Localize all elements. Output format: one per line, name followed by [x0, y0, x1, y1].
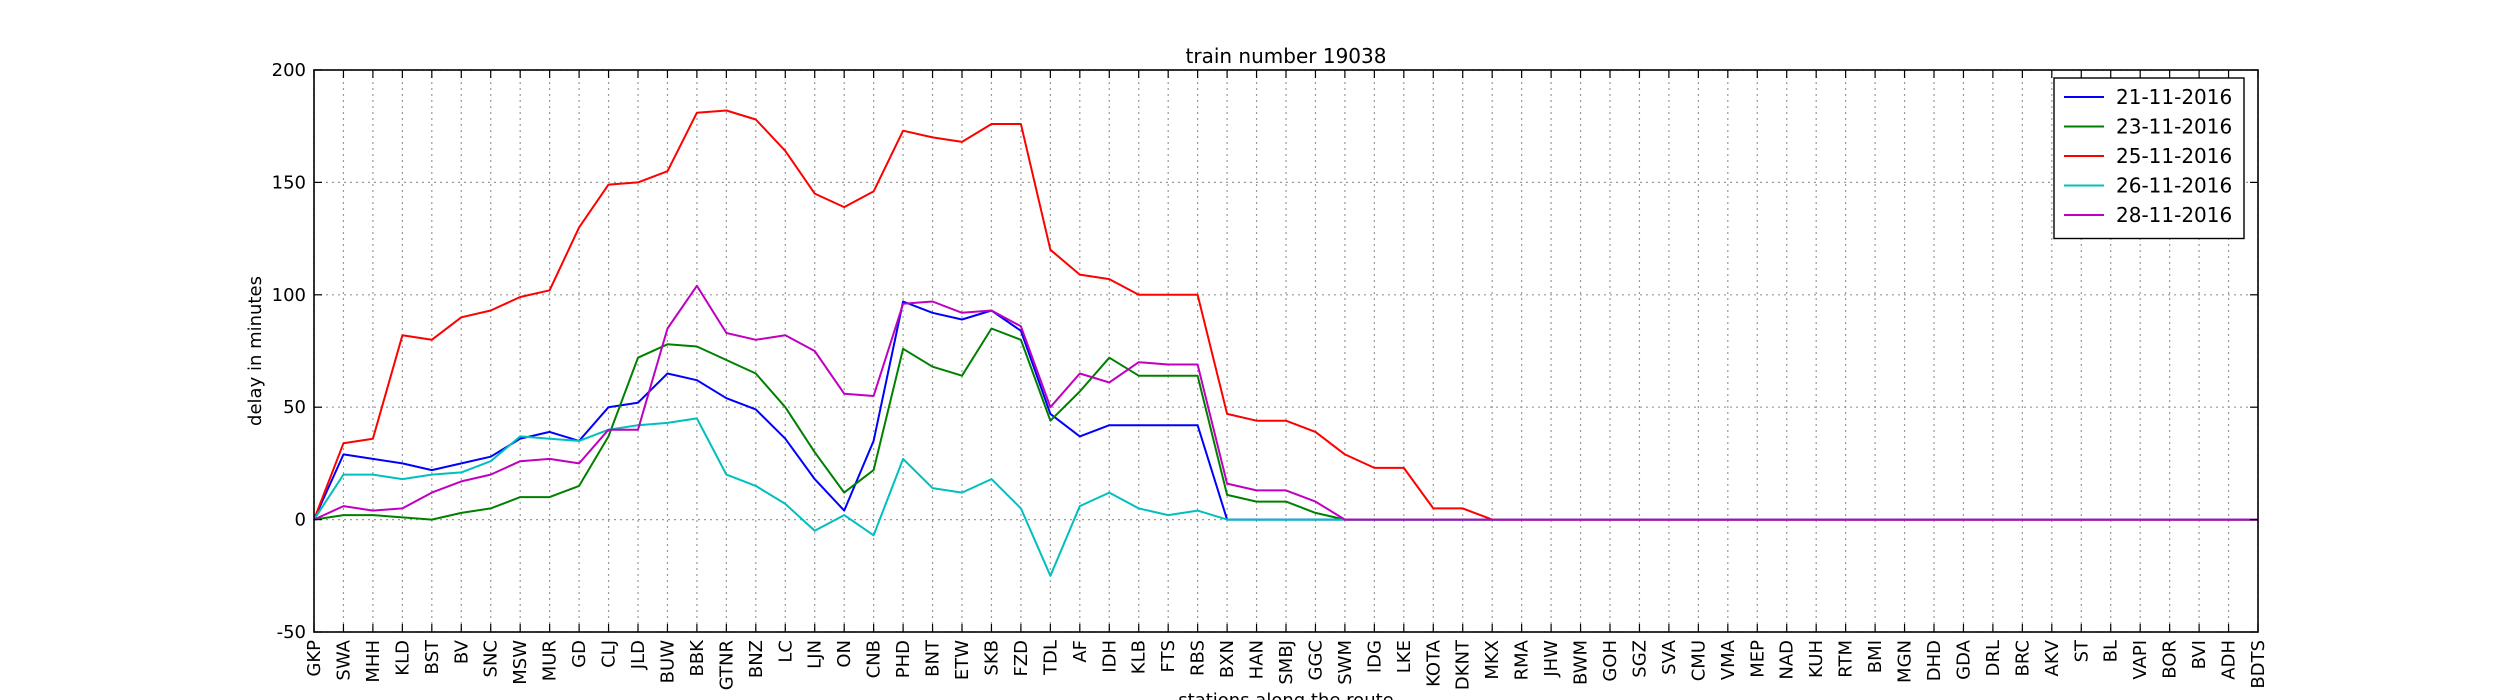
y-axis-ticks: -50 0 50 100 150 200	[272, 60, 2258, 643]
x-tick-label: RMA	[1512, 639, 1533, 680]
x-tick-label: GDA	[1953, 639, 1974, 679]
x-tick-label: RBS	[1188, 640, 1209, 676]
x-tick-label: MHH	[363, 640, 384, 683]
x-tick-label: DKNT	[1453, 639, 1474, 690]
y-tick-label: -50	[277, 622, 306, 643]
x-tick-label: KOTA	[1423, 639, 1444, 687]
legend: 21-11-2016 23-11-2016 25-11-2016 26-11-2016…	[2053, 77, 2245, 240]
legend-label: 21-11-2016	[2116, 85, 2232, 109]
y-axis-title: delay in minutes	[245, 276, 266, 426]
x-tick-label: ETW	[952, 640, 973, 680]
legend-label: 26-11-2016	[2116, 174, 2232, 198]
x-tick-label: MSW	[510, 640, 531, 685]
x-tick-label: GTNR	[716, 640, 737, 690]
series-lines	[313, 109, 2258, 577]
x-tick-label: IDG	[1364, 640, 1385, 673]
legend-label: 25-11-2016	[2116, 144, 2232, 168]
legend-label: 23-11-2016	[2116, 115, 2232, 139]
x-tick-label: CLJ	[599, 640, 620, 668]
x-tick-label: JHW	[1541, 640, 1562, 678]
y-tick-label: 100	[272, 285, 306, 306]
x-tick-label: AKV	[2042, 639, 2063, 676]
x-tick-label: BL	[2101, 640, 2122, 662]
x-tick-label: CMU	[1688, 640, 1709, 681]
y-tick-label: 50	[283, 397, 306, 418]
x-tick-label: BMI	[1865, 640, 1886, 673]
x-tick-label: RTM	[1836, 640, 1857, 678]
x-tick-label: LC	[775, 640, 796, 663]
x-tick-label: BUW	[657, 640, 678, 684]
legend-label: 28-11-2016	[2116, 203, 2232, 227]
x-tick-label: BDTS	[2248, 640, 2269, 689]
x-tick-label: ST	[2071, 639, 2092, 662]
x-tick-label: TDL	[1040, 640, 1061, 676]
series-line-25-11-2016	[313, 109, 2258, 521]
x-tick-label: VAPI	[2130, 640, 2151, 680]
x-tick-label: BXN	[1217, 640, 1238, 678]
x-tick-label: HAN	[1247, 640, 1268, 679]
grid	[313, 69, 2259, 633]
chart-title: train number 19038	[1186, 44, 1387, 68]
x-tick-label: CNB	[864, 640, 885, 678]
x-tick-label: SVA	[1659, 639, 1680, 675]
y-tick-label: 150	[272, 172, 306, 193]
x-tick-label: BNZ	[746, 640, 767, 678]
x-tick-label: GKP	[304, 640, 325, 677]
x-tick-label: BRC	[2012, 640, 2033, 677]
x-tick-label: BST	[422, 639, 443, 674]
x-tick-label: SGZ	[1629, 640, 1650, 678]
x-tick-label: DRL	[1983, 640, 2004, 676]
legend-box	[2053, 77, 2245, 240]
x-tick-label: FTS	[1158, 640, 1179, 672]
x-tick-label: BWM	[1571, 640, 1592, 685]
x-tick-label: BNT	[923, 639, 944, 677]
x-tick-label: LJN	[805, 640, 826, 669]
x-tick-label: MKX	[1482, 640, 1503, 680]
x-tick-label: NAD	[1777, 640, 1798, 680]
x-tick-label: JLD	[628, 640, 649, 670]
x-tick-label: ADH	[2219, 640, 2240, 680]
x-tick-label: MUR	[540, 640, 561, 681]
x-tick-label: SKB	[981, 640, 1002, 676]
x-tick-label: GGC	[1305, 640, 1326, 680]
x-tick-label: MEP	[1747, 640, 1768, 678]
x-tick-label: BOR	[2160, 640, 2181, 679]
x-tick-label: VMA	[1718, 639, 1739, 680]
x-tick-label: BV	[451, 639, 472, 664]
x-tick-label: PHD	[893, 640, 914, 678]
x-tick-label: SMBJ	[1276, 640, 1297, 685]
x-tick-label: GD	[569, 640, 590, 668]
x-tick-label: SWA	[333, 639, 354, 680]
x-tick-label: DHD	[1924, 640, 1945, 681]
x-axis-ticks: GKP SWA MHH KLD BST BV SNC MSW MUR GD CLJ JLD BUW BBK…	[304, 70, 2269, 690]
x-tick-label: BBK	[687, 639, 708, 677]
x-tick-label: KUH	[1806, 640, 1827, 678]
x-tick-label: AF	[1070, 640, 1091, 663]
x-tick-label: MGN	[1895, 640, 1916, 683]
x-axis-title: stations along the route	[1178, 690, 1393, 700]
x-tick-label: GOH	[1600, 640, 1621, 682]
y-tick-label: 0	[295, 510, 306, 531]
x-tick-label: ON	[834, 640, 855, 668]
series-line-28-11-2016	[313, 284, 2258, 521]
x-tick-label: LKE	[1394, 640, 1415, 673]
x-tick-label: KLD	[392, 640, 413, 676]
y-tick-label: 200	[272, 60, 306, 81]
x-tick-label: SNC	[481, 640, 502, 677]
x-tick-label: BVI	[2189, 640, 2210, 669]
x-tick-label: SWM	[1335, 640, 1356, 685]
x-tick-label: FZD	[1011, 640, 1032, 677]
x-tick-label: KLB	[1129, 640, 1150, 674]
x-tick-label: IDH	[1099, 640, 1120, 673]
